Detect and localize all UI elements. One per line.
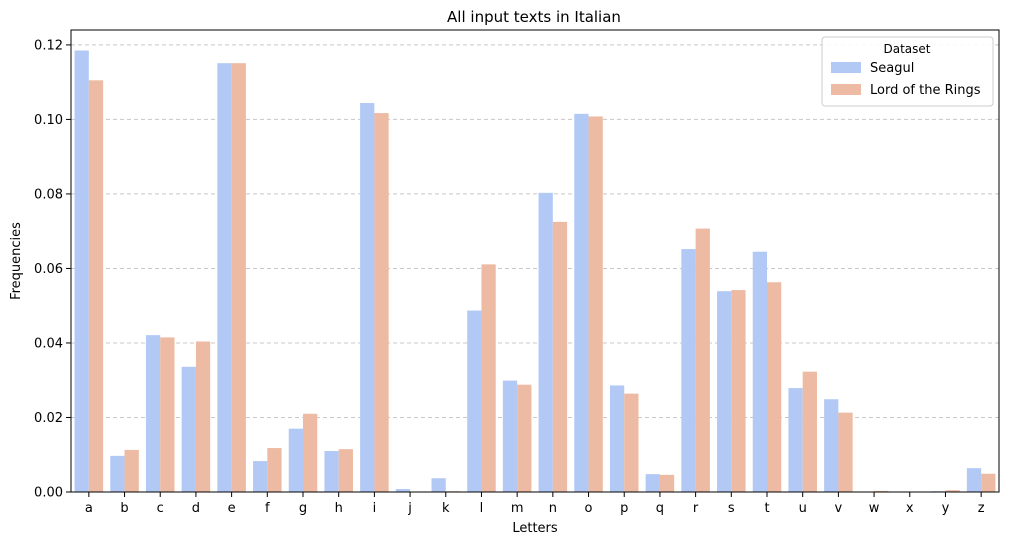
bar-lord-of-the-rings-a bbox=[88, 80, 104, 492]
bar-seagul-g bbox=[288, 428, 303, 492]
y-tick-label: 0.10 bbox=[34, 113, 63, 128]
bar-lord-of-the-rings-u bbox=[802, 371, 817, 492]
bar-seagul-h bbox=[324, 451, 339, 492]
bar-seagul-o bbox=[574, 113, 589, 493]
x-tick-label: z bbox=[978, 501, 985, 516]
bar-seagul-a bbox=[74, 50, 89, 492]
bar-seagul-d bbox=[181, 366, 196, 492]
x-axis: a b c d e f g h i j k l m n o p q r s t u v w x y z bbox=[85, 492, 985, 516]
bar-lord-of-the-rings-w bbox=[874, 490, 889, 492]
bar-seagul-v bbox=[824, 399, 839, 492]
legend-label-seagul: Seagul bbox=[870, 61, 914, 76]
x-tick-label: a bbox=[85, 501, 93, 516]
bar-lord-of-the-rings-v bbox=[838, 412, 853, 492]
bar-lord-of-the-rings-b bbox=[124, 449, 139, 492]
bar-seagul-j bbox=[395, 489, 411, 492]
bar-seagul-p bbox=[609, 385, 625, 492]
bar-seagul-q bbox=[645, 474, 660, 492]
bar-lord-of-the-rings-p bbox=[624, 393, 639, 492]
x-tick-label: s bbox=[728, 501, 735, 516]
x-tick-label: x bbox=[906, 501, 914, 516]
y-axis-label: Frequencies bbox=[9, 222, 24, 300]
legend: Dataset Seagul Lord of the Rings bbox=[821, 36, 994, 107]
x-tick-label: y bbox=[942, 501, 950, 516]
bars bbox=[74, 50, 996, 493]
x-tick-label: p bbox=[620, 501, 628, 516]
x-tick-label: d bbox=[192, 501, 200, 516]
x-axis-label: Letters bbox=[512, 521, 558, 536]
bar-lord-of-the-rings-m bbox=[517, 384, 532, 492]
bar-seagul-e bbox=[217, 63, 232, 493]
y-tick-label: 0.08 bbox=[34, 187, 63, 202]
x-tick-label: q bbox=[656, 501, 664, 516]
bar-lord-of-the-rings-n bbox=[552, 221, 568, 492]
bar-seagul-f bbox=[253, 461, 268, 492]
bar-seagul-l bbox=[467, 310, 482, 492]
x-tick-label: t bbox=[764, 501, 769, 516]
x-tick-label: b bbox=[120, 501, 128, 516]
bar-lord-of-the-rings-l bbox=[481, 264, 496, 492]
y-axis: 0.00 0.02 0.04 0.06 0.08 0.10 0.12 bbox=[34, 38, 71, 501]
bar-seagul-i bbox=[360, 103, 375, 492]
x-tick-label: l bbox=[480, 501, 484, 516]
x-tick-label: o bbox=[585, 501, 593, 516]
bar-seagul-s bbox=[717, 291, 732, 492]
legend-title: Dataset bbox=[884, 42, 931, 56]
bar-lord-of-the-rings-q bbox=[659, 474, 675, 492]
x-tick-label: i bbox=[373, 501, 377, 516]
x-tick-label: r bbox=[693, 501, 699, 516]
x-tick-label: e bbox=[228, 501, 236, 516]
y-tick-label: 0.00 bbox=[34, 486, 63, 501]
y-tick-label: 0.06 bbox=[34, 262, 63, 277]
bar-seagul-r bbox=[681, 249, 696, 492]
bar-seagul-b bbox=[110, 455, 125, 492]
bar-seagul-m bbox=[502, 380, 518, 492]
bar-lord-of-the-rings-r bbox=[695, 228, 710, 492]
y-tick-label: 0.12 bbox=[34, 38, 63, 53]
x-tick-label: m bbox=[511, 501, 524, 516]
plot-frame bbox=[70, 29, 1000, 493]
bar-seagul-n bbox=[538, 192, 553, 492]
y-tick-label: 0.04 bbox=[34, 336, 63, 351]
x-tick-label: v bbox=[835, 501, 843, 516]
x-tick-label: n bbox=[549, 501, 557, 516]
x-tick-label: f bbox=[265, 501, 270, 516]
bar-seagul-t bbox=[752, 251, 767, 492]
x-tick-label: k bbox=[442, 501, 450, 516]
bar-lord-of-the-rings-d bbox=[195, 341, 211, 492]
bar-lord-of-the-rings-z bbox=[981, 473, 996, 492]
x-tick-label: h bbox=[335, 501, 343, 516]
x-tick-label: c bbox=[157, 501, 164, 516]
bar-lord-of-the-rings-e bbox=[231, 63, 246, 493]
x-tick-label: j bbox=[407, 501, 412, 516]
bar-seagul-u bbox=[788, 388, 803, 492]
legend-swatch-seagul bbox=[831, 62, 861, 73]
legend-swatch-lord-of-the-rings bbox=[831, 84, 861, 95]
x-tick-label: g bbox=[299, 501, 307, 516]
bar-lord-of-the-rings-s bbox=[731, 290, 746, 492]
bar-lord-of-the-rings-f bbox=[267, 448, 282, 492]
bar-lord-of-the-rings-t bbox=[767, 282, 782, 492]
bar-lord-of-the-rings-c bbox=[160, 337, 175, 492]
legend-box bbox=[821, 36, 994, 107]
bar-lord-of-the-rings-y bbox=[945, 490, 960, 492]
y-tick-label: 0.02 bbox=[34, 411, 63, 426]
legend-label-lord-of-the-rings: Lord of the Rings bbox=[870, 83, 981, 98]
chart-title: All input texts in Italian bbox=[447, 8, 621, 26]
bar-lord-of-the-rings-g bbox=[303, 413, 318, 492]
bar-lord-of-the-rings-o bbox=[588, 116, 603, 492]
bar-lord-of-the-rings-i bbox=[374, 113, 389, 493]
bar-seagul-k bbox=[431, 478, 446, 492]
x-tick-label: u bbox=[799, 501, 807, 516]
x-tick-label: w bbox=[869, 501, 880, 516]
bar-seagul-c bbox=[145, 335, 161, 492]
bar-lord-of-the-rings-h bbox=[338, 449, 353, 492]
bar-seagul-z bbox=[966, 468, 982, 492]
